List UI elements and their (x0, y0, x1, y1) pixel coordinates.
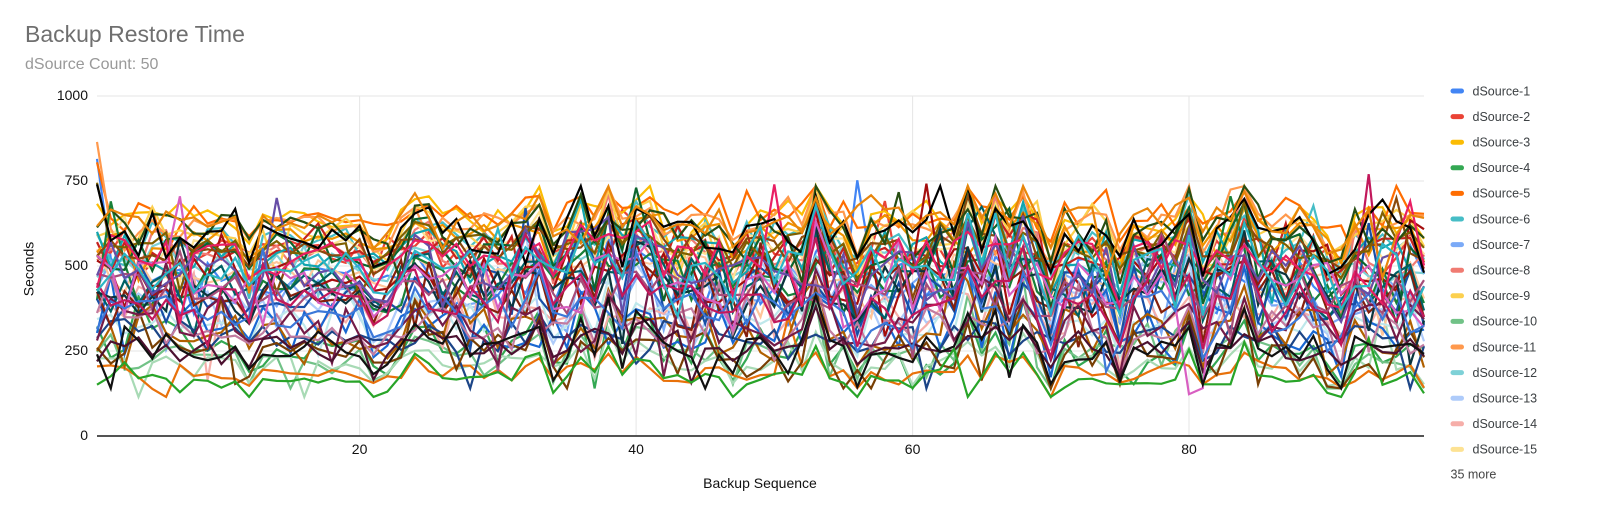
svg-text:0: 0 (80, 427, 88, 443)
svg-text:40: 40 (628, 441, 644, 457)
svg-text:20: 20 (352, 441, 368, 457)
svg-text:dSource-10: dSource-10 (1473, 315, 1538, 329)
svg-text:dSource-3: dSource-3 (1473, 136, 1531, 150)
svg-text:80: 80 (1181, 441, 1197, 457)
svg-text:dSource-9: dSource-9 (1473, 289, 1531, 303)
svg-text:dSource-7: dSource-7 (1473, 238, 1531, 252)
svg-text:60: 60 (905, 441, 921, 457)
svg-text:dSource-12: dSource-12 (1473, 366, 1538, 380)
svg-text:dSource-8: dSource-8 (1473, 264, 1531, 278)
svg-text:35 more: 35 more (1451, 468, 1497, 482)
svg-text:Backup Restore Time: Backup Restore Time (25, 21, 245, 47)
svg-text:Backup Sequence: Backup Sequence (703, 475, 817, 491)
svg-text:dSource-1: dSource-1 (1473, 84, 1531, 98)
svg-text:dSource-15: dSource-15 (1473, 443, 1538, 457)
svg-text:250: 250 (65, 342, 89, 358)
svg-text:Seconds: Seconds (21, 242, 37, 296)
svg-text:dSource-11: dSource-11 (1473, 340, 1537, 354)
svg-text:dSource-2: dSource-2 (1473, 110, 1531, 124)
svg-text:750: 750 (65, 172, 89, 188)
svg-text:dSource Count: 50: dSource Count: 50 (25, 56, 159, 73)
svg-text:1000: 1000 (57, 87, 88, 103)
svg-text:500: 500 (65, 257, 89, 273)
svg-text:dSource-6: dSource-6 (1473, 212, 1531, 226)
svg-text:dSource-4: dSource-4 (1473, 161, 1531, 175)
svg-text:dSource-5: dSource-5 (1473, 187, 1531, 201)
svg-text:dSource-14: dSource-14 (1473, 417, 1538, 431)
svg-text:dSource-13: dSource-13 (1473, 392, 1538, 406)
